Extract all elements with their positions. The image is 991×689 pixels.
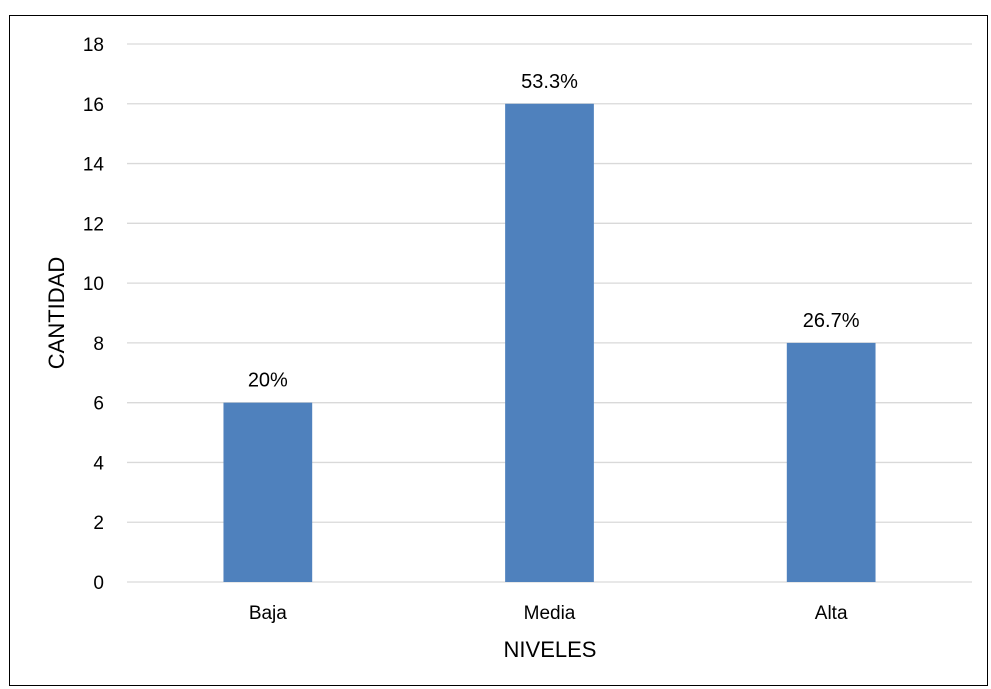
y-axis-title: CANTIDAD <box>44 257 69 369</box>
data-labels: 20% 53.3% 26.7% <box>248 71 860 392</box>
x-tick-label: Baja <box>249 603 287 624</box>
x-axis-title: NIVELES <box>504 637 597 662</box>
y-axis-ticks: 0 2 4 6 8 10 12 14 16 18 <box>83 35 105 594</box>
x-tick-label: Alta <box>815 603 848 624</box>
y-tick-label: 18 <box>83 35 104 56</box>
y-tick-label: 12 <box>83 214 104 235</box>
bar-alta <box>786 342 876 582</box>
y-tick-label: 16 <box>83 95 104 116</box>
y-tick-label: 0 <box>93 573 104 594</box>
y-tick-label: 8 <box>93 334 104 355</box>
bar-baja <box>223 402 313 582</box>
y-tick-label: 4 <box>93 453 104 474</box>
y-tick-label: 2 <box>93 513 104 534</box>
data-label: 26.7% <box>803 310 860 332</box>
data-label: 20% <box>248 370 288 392</box>
y-tick-label: 6 <box>93 394 104 415</box>
y-tick-label: 14 <box>83 155 105 176</box>
bar-media <box>505 103 594 583</box>
y-tick-label: 10 <box>83 274 104 295</box>
bars <box>223 103 876 583</box>
data-label: 53.3% <box>521 71 578 93</box>
x-axis-ticks: Baja Media Alta <box>249 603 848 624</box>
x-tick-label: Media <box>524 603 576 624</box>
